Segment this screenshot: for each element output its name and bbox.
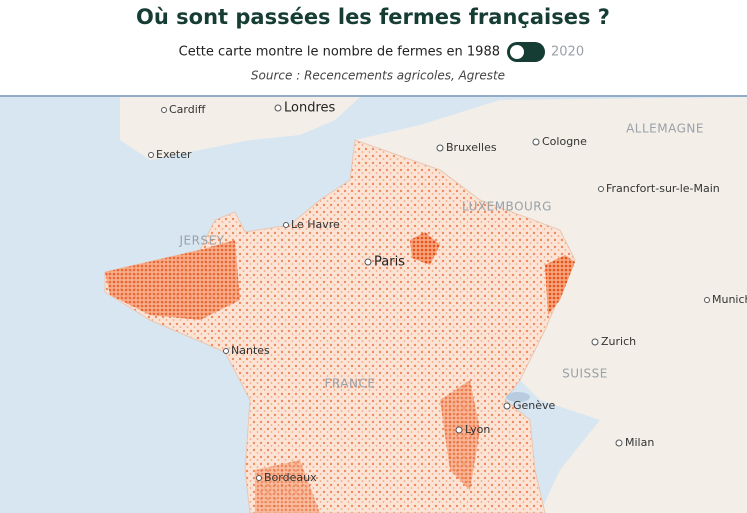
dense-brittany [105,240,240,320]
city-label: Le Havre [291,218,340,231]
city-dot [161,107,167,113]
city-dot [455,426,463,434]
toggle-label: Cette carte montre le nombre de fermes e… [179,45,500,60]
dense-bordeaux [255,460,320,513]
city-dot [503,402,511,410]
city-dot [532,138,540,146]
city-label: Genève [513,399,556,412]
toggle-knob[interactable] [510,45,524,59]
country-label: FRANCE [325,377,376,391]
dense-alsace [545,255,575,315]
city-dot [615,439,623,447]
city-dot [591,338,599,346]
city-label: Bruxelles [446,141,497,154]
country-label: JERSEY [179,234,225,248]
city-dot [274,104,282,112]
dense-champagne [410,232,440,265]
city-dot [283,222,289,228]
city-label: Cologne [542,135,587,148]
city-dot [704,297,710,303]
toggle-alt[interactable]: 2020 [551,45,584,60]
header [0,0,747,95]
country-label: ALLEMAGNE [626,122,704,136]
title: Où sont passées les fermes françaises ? [136,5,610,29]
uk [120,97,360,160]
city-dot [598,186,604,192]
city-label: Munich [712,293,747,306]
city-label: Londres [284,101,336,116]
source: Source : Recencements agricoles, Agreste [251,69,505,83]
toggle[interactable] [507,42,545,62]
city-label: Exeter [156,148,192,161]
city-label: Milan [625,436,654,449]
city-label: Paris [374,255,405,270]
lake [506,392,530,402]
city-dot [256,475,262,481]
country-label: LUXEMBOURG [462,200,552,214]
city-label: Lyon [465,423,490,436]
city-label: Francfort-sur-le-Main [606,182,720,195]
city-dot [223,348,229,354]
city-dot [364,258,372,266]
map-labels: Cardiff Londres Exeter Bruxelles Cologne… [148,101,747,484]
city-label: Cardiff [169,103,206,116]
city-dot [436,144,444,152]
country-label: SUISSE [562,367,608,381]
city-label: Nantes [231,344,270,357]
city-label: Bordeaux [264,471,317,484]
city-dot [148,152,154,158]
map [0,97,747,513]
city-label: Zurich [601,335,636,348]
neighbours [355,97,747,513]
dense-rhone [440,380,480,490]
